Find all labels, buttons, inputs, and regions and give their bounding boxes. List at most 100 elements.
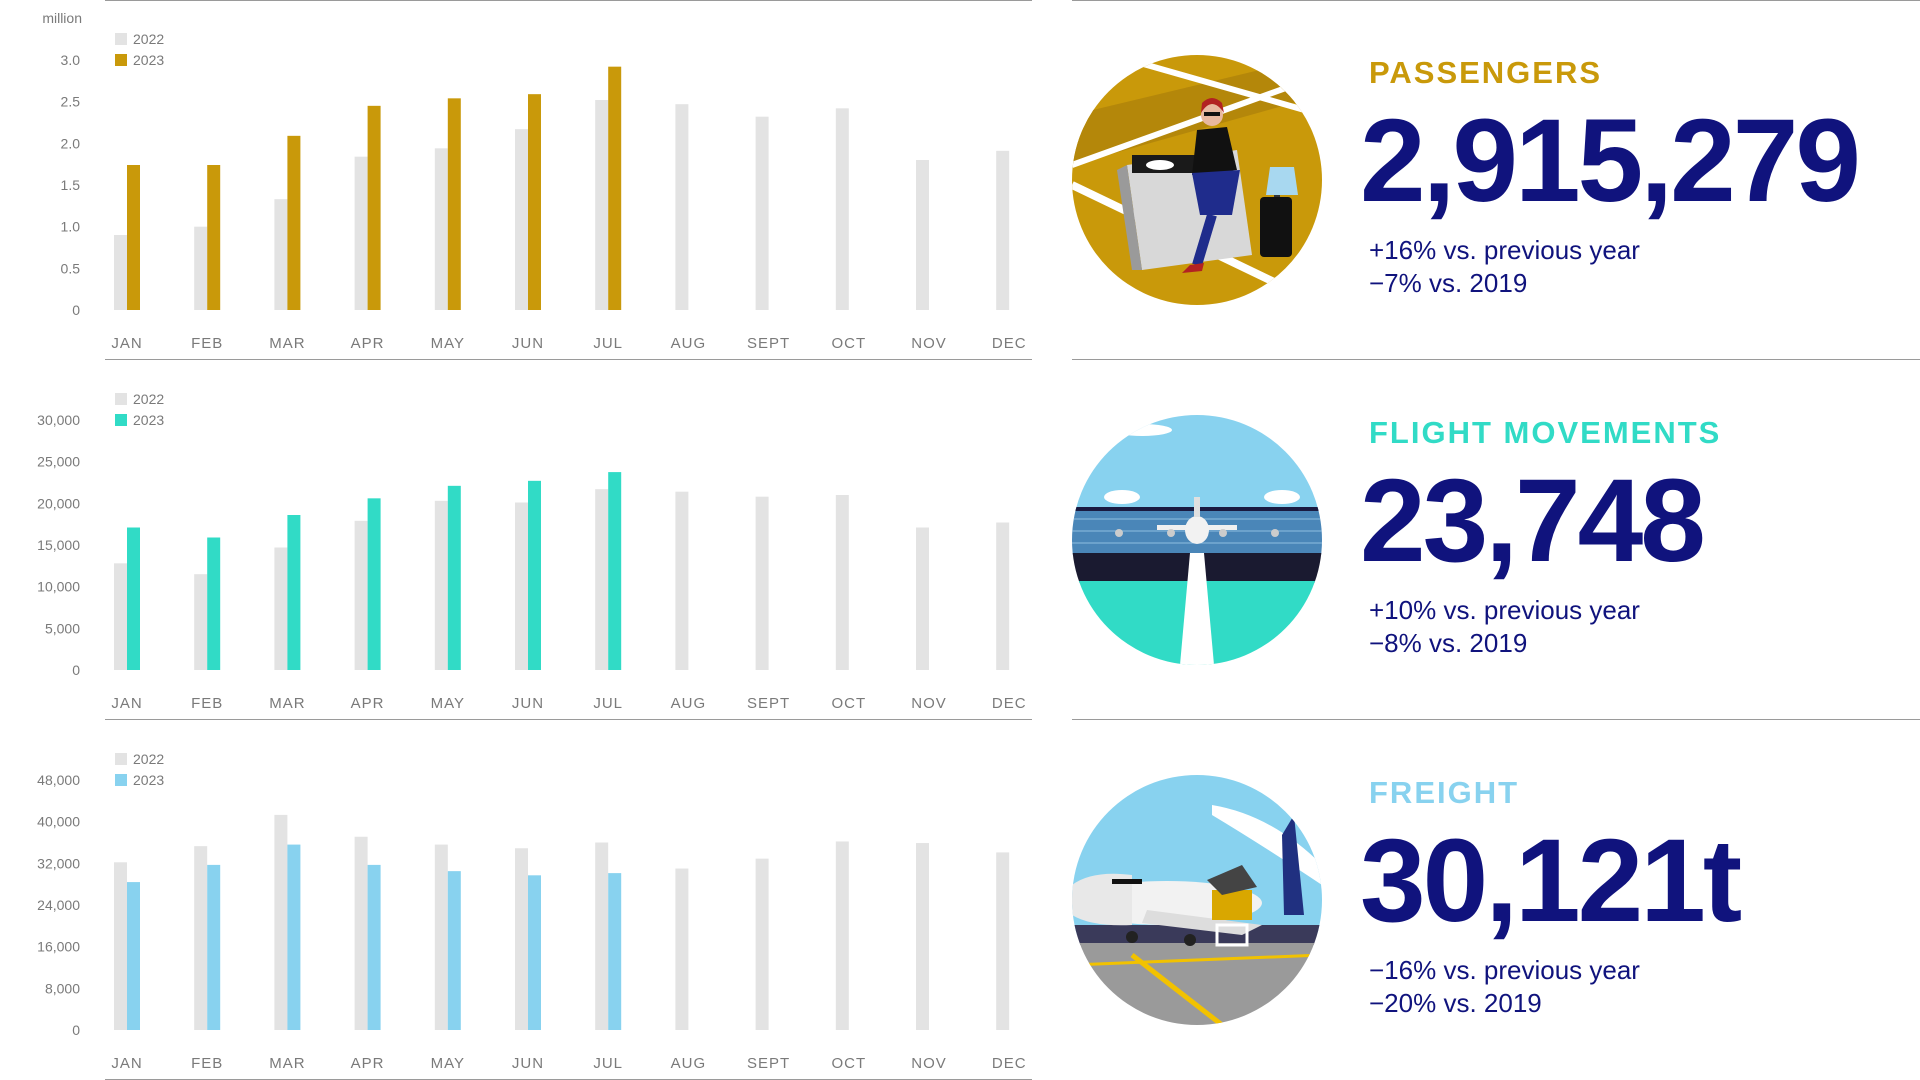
bar-2023-apr xyxy=(367,864,381,1030)
bar-2022-aug xyxy=(675,868,689,1030)
bar-2022-mar xyxy=(274,814,288,1030)
bar-2022-nov xyxy=(916,527,929,670)
x-tick-label: NOV xyxy=(911,335,947,352)
metric-label: FREIGHT xyxy=(1369,775,1520,810)
passengers-chart: million 0 0.5 1.0 1.5 2.0 2.5 3.0 2022 2023 JAN FEB… xyxy=(42,10,1025,352)
x-tick-label: FEB xyxy=(191,1055,223,1072)
y-tick-label: 0 xyxy=(72,1022,80,1038)
chart-baseline-divider xyxy=(105,719,1032,720)
y-tick-label: 48,000 xyxy=(37,772,80,788)
bar-2023-jan xyxy=(127,165,140,310)
bar-2022-jul xyxy=(595,489,609,670)
freight-chart: 0 8,000 16,000 24,000 32,000 40,000 48,000 2022… xyxy=(37,751,1027,1072)
bar-2023-mar xyxy=(287,515,301,670)
bar-2023-may xyxy=(447,485,461,670)
metric-label: FLIGHT MOVEMENTS xyxy=(1369,415,1722,450)
bar-2022-oct xyxy=(835,108,849,310)
bar-2023-jun xyxy=(528,94,541,311)
x-tick-label: DEC xyxy=(992,1055,1027,1072)
bar-2023-jun xyxy=(528,480,541,670)
bar-2022-apr xyxy=(354,520,368,670)
bar-2022-may xyxy=(434,148,448,310)
x-tick-label: FEB xyxy=(191,335,223,352)
y-tick-label: 25,000 xyxy=(37,454,80,470)
y-tick-label: 2.5 xyxy=(61,94,81,110)
x-tick-label: JUL xyxy=(593,695,623,712)
legend-swatch xyxy=(115,393,127,405)
x-tick-label: MAR xyxy=(269,335,305,352)
y-tick-label: 3.0 xyxy=(61,52,81,68)
passenger-illustration xyxy=(1072,55,1322,305)
bar-2022-aug xyxy=(675,104,689,311)
y-tick-label: 5,000 xyxy=(45,620,80,636)
x-tick-label: APR xyxy=(351,335,385,352)
bar-2022-apr xyxy=(354,156,368,310)
y-tick-label: 0 xyxy=(72,662,80,678)
bar-2022-jul xyxy=(595,100,609,310)
bar-2022-dec xyxy=(996,150,1010,310)
bar-2022-apr xyxy=(354,836,368,1030)
metric-change-2019: −7% vs. 2019 xyxy=(1369,268,1528,298)
x-tick-label: JUL xyxy=(593,1055,623,1072)
metric-value: 23,748 xyxy=(1360,455,1706,587)
bar-2023-may xyxy=(447,871,461,1030)
passengers-panel: million 0 0.5 1.0 1.5 2.0 2.5 3.0 2022 2023 JAN FEB… xyxy=(0,0,1920,360)
bar-2022-dec xyxy=(996,522,1010,670)
x-tick-label: SEPT xyxy=(747,1055,790,1072)
flight-movements-chart: 0 5,000 10,000 15,000 20,000 25,000 30,000 2022… xyxy=(37,391,1027,712)
chart-baseline-divider xyxy=(105,359,1032,360)
legend-swatch xyxy=(115,33,127,45)
bar-2022-jun xyxy=(515,848,528,1030)
x-tick-label: MAY xyxy=(431,335,465,352)
cargo-illustration xyxy=(1072,775,1322,1025)
section-divider-right xyxy=(1072,359,1920,360)
freight-panel: 0 8,000 16,000 24,000 32,000 40,000 48,000 2022… xyxy=(0,720,1920,1080)
legend-label: 2023 xyxy=(133,412,164,428)
metric-value: 30,121t xyxy=(1360,815,1742,947)
section-divider-right xyxy=(1072,719,1920,720)
bar-2022-nov xyxy=(916,843,929,1030)
x-tick-label: AUG xyxy=(671,1055,707,1072)
y-tick-label: 40,000 xyxy=(37,814,80,830)
x-tick-label: AUG xyxy=(671,335,707,352)
metric-change-previous-year: −16% vs. previous year xyxy=(1369,955,1640,985)
y-tick-label: 0 xyxy=(72,302,80,318)
x-tick-label: SEPT xyxy=(747,335,790,352)
legend-swatch xyxy=(115,414,127,426)
bar-2023-jun xyxy=(528,875,541,1030)
bar-2022-dec xyxy=(996,852,1010,1030)
y-tick-label: 32,000 xyxy=(37,855,80,871)
legend-label: 2022 xyxy=(133,31,164,47)
x-tick-label: AUG xyxy=(671,695,707,712)
bar-2022-jul xyxy=(595,842,609,1030)
flight-movements-panel: 0 5,000 10,000 15,000 20,000 25,000 30,000 2022… xyxy=(0,360,1920,720)
x-tick-label: OCT xyxy=(831,1055,866,1072)
legend-swatch xyxy=(115,774,127,786)
bar-2022-jan xyxy=(114,563,127,670)
bar-2023-mar xyxy=(287,135,301,310)
bar-2022-jan xyxy=(114,862,127,1030)
y-tick-label: 1.0 xyxy=(61,219,81,235)
unit-label: million xyxy=(42,10,82,26)
metric-change-2019: −20% vs. 2019 xyxy=(1369,988,1542,1018)
legend-label: 2022 xyxy=(133,391,164,407)
bar-2022-jan xyxy=(114,235,127,310)
x-tick-label: FEB xyxy=(191,695,223,712)
bar-2023-jul xyxy=(608,472,622,670)
bar-2022-jun xyxy=(515,129,528,310)
metric-change-previous-year: +16% vs. previous year xyxy=(1369,235,1640,265)
x-tick-label: JUL xyxy=(593,335,623,352)
y-tick-label: 8,000 xyxy=(45,980,80,996)
bar-2023-jul xyxy=(608,66,622,311)
y-tick-label: 30,000 xyxy=(37,412,80,428)
x-tick-label: JUN xyxy=(512,695,544,712)
y-tick-label: 10,000 xyxy=(37,579,80,595)
metric-change-2019: −8% vs. 2019 xyxy=(1369,628,1528,658)
x-tick-label: DEC xyxy=(992,695,1027,712)
legend-label: 2023 xyxy=(133,52,164,68)
x-tick-label: JUN xyxy=(512,335,544,352)
bar-2022-mar xyxy=(274,547,288,670)
x-tick-label: NOV xyxy=(911,695,947,712)
bar-2022-oct xyxy=(835,495,849,670)
bar-2023-apr xyxy=(367,105,381,310)
